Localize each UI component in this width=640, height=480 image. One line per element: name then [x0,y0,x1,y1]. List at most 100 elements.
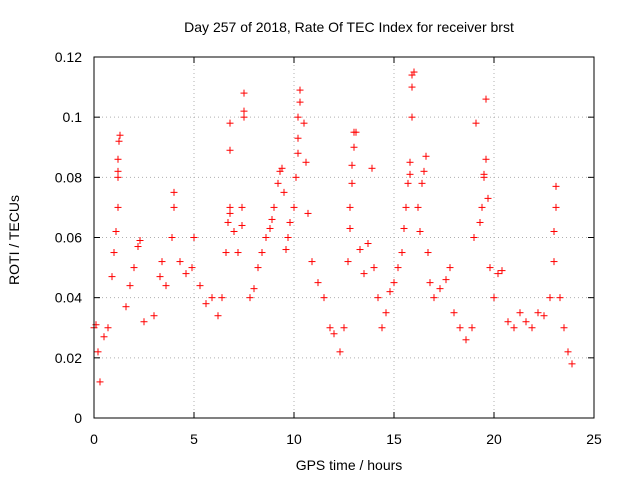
data-point [168,234,176,241]
data-point [408,83,416,91]
data-point [122,303,130,311]
data-point [214,312,222,320]
data-point [398,249,406,257]
data-point [314,279,322,287]
data-point [294,149,302,157]
data-point [426,279,434,287]
data-point [406,158,414,166]
data-point [274,179,282,187]
data-point [420,167,428,175]
data-point [446,264,454,272]
data-point [528,324,536,332]
data-point [224,218,232,226]
data-point [472,119,480,127]
data-point [278,164,286,172]
data-point [266,224,274,232]
data-point [286,218,294,226]
data-point [494,270,502,278]
data-point [534,309,542,317]
data-point [326,324,334,332]
data-point [408,113,416,121]
data-point [348,179,356,187]
data-point [476,218,484,226]
data-point [424,249,432,257]
data-point [414,203,422,211]
data-point [176,258,184,266]
data-point [226,119,234,127]
data-point [100,333,108,341]
data-point [482,95,490,103]
data-point [226,209,234,217]
data-point [504,318,512,326]
x-tick-label: 20 [486,431,502,447]
data-point [240,107,248,115]
data-point [320,294,328,302]
data-point [114,155,122,163]
data-point [340,324,348,332]
data-point [482,155,490,163]
data-point [158,258,166,266]
data-point [546,294,554,302]
y-tick-label: 0.04 [55,290,82,306]
data-point [348,161,356,169]
y-tick-label: 0.1 [63,109,83,125]
data-point [150,312,158,320]
data-point [510,324,518,332]
data-point [290,203,298,211]
data-point [374,294,382,302]
y-tick-label: 0.12 [55,49,82,65]
data-point [94,348,102,356]
data-point [254,264,262,272]
data-point [484,194,492,202]
data-point [486,264,494,272]
data-point [115,137,123,145]
data-point [560,324,568,332]
y-tick-label: 0.06 [55,230,82,246]
data-point [140,318,148,326]
data-point [352,128,360,136]
data-point [442,276,450,284]
data-point [386,288,394,296]
data-point [418,179,426,187]
data-point [294,113,302,121]
x-tick-label: 25 [586,431,602,447]
data-point [234,249,242,257]
data-point [456,324,464,332]
data-point [162,282,170,290]
data-point [394,264,402,272]
data-point [540,312,548,320]
data-point [350,143,358,151]
data-point [368,164,376,172]
data-point [304,209,312,217]
data-point [240,89,248,97]
data-point [378,324,386,332]
data-point [296,86,304,94]
data-point [480,170,488,178]
data-point [262,234,270,241]
data-point [114,167,122,175]
plot-frame [93,56,595,419]
data-point [130,264,138,272]
x-tick-label: 5 [190,431,198,447]
y-tick-label: 0 [74,410,82,426]
x-tick-labels: 0 5 10 15 20 25 [90,431,602,447]
y-tick-label: 0.08 [55,169,82,185]
data-point [294,134,302,142]
data-point [360,270,368,278]
data-point [450,309,458,317]
data-point [436,285,444,293]
data-point [268,215,276,223]
x-tick-label: 15 [386,431,402,447]
data-point [240,113,248,121]
data-point [202,300,210,308]
data-point [296,98,304,106]
data-point [156,273,164,281]
data-point [364,240,372,248]
data-point [208,294,216,302]
data-point [346,203,354,211]
data-point [126,282,134,290]
data-point [308,258,316,266]
data-point [292,173,300,181]
data-point [498,267,506,275]
data-point [114,173,122,181]
